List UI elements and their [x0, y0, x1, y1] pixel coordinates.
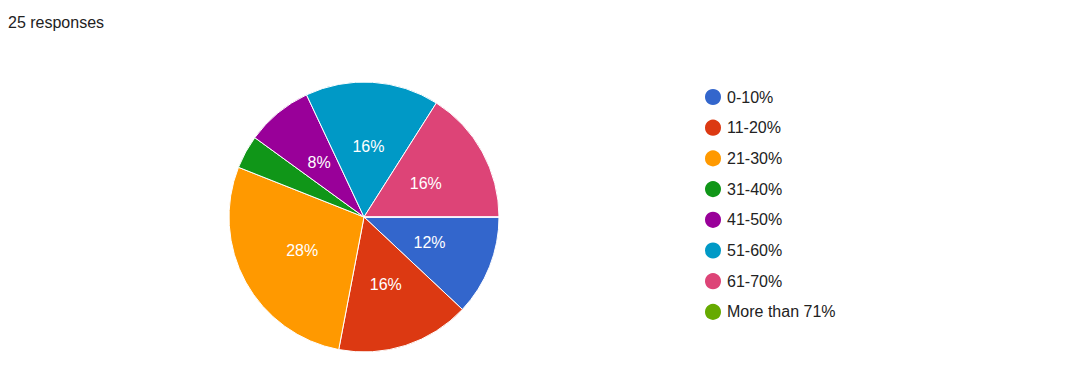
svg-text:8%: 8% [307, 154, 330, 171]
svg-text:16%: 16% [370, 276, 402, 293]
svg-text:41-50%: 41-50% [727, 211, 782, 228]
svg-text:25 responses: 25 responses [8, 14, 104, 31]
svg-text:16%: 16% [352, 138, 384, 155]
svg-text:31-40%: 31-40% [727, 181, 782, 198]
svg-text:51-60%: 51-60% [727, 242, 782, 259]
svg-text:12%: 12% [414, 234, 446, 251]
svg-text:16%: 16% [410, 175, 442, 192]
svg-text:61-70%: 61-70% [727, 273, 782, 290]
svg-text:More than 71%: More than 71% [727, 303, 836, 320]
svg-text:0-10%: 0-10% [727, 89, 773, 106]
svg-text:28%: 28% [286, 242, 318, 259]
svg-text:11-20%: 11-20% [727, 119, 781, 136]
svg-text:21-30%: 21-30% [727, 150, 782, 167]
